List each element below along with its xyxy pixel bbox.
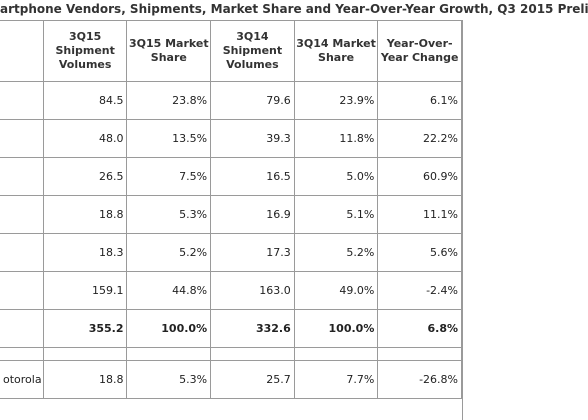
cell-3q15-share: 5.3% xyxy=(126,360,212,399)
shipments-table: 3Q15 Shipment Volumes 3Q15 Market Share … xyxy=(0,20,462,399)
cell-yoy-change: 5.6% xyxy=(377,233,462,272)
cell-3q14-volume: 16.9 xyxy=(210,195,295,234)
cell-3q14-volume: 17.3 xyxy=(210,233,295,272)
header-vendor xyxy=(0,20,44,82)
spacer-row xyxy=(0,347,462,361)
spacer-cell xyxy=(377,347,462,361)
cell-3q15-share: 44.8% xyxy=(126,271,212,310)
table-row: 84.5 23.8% 79.6 23.9% 6.1% xyxy=(0,81,462,120)
cell-3q15-share: 23.8% xyxy=(126,81,212,120)
cell-3q14-volume: 39.3 xyxy=(210,119,295,158)
vendor-cell xyxy=(0,81,44,120)
vendor-cell: otorola xyxy=(0,360,44,399)
cell-3q15-volume: 48.0 xyxy=(42,119,128,158)
table-row: 159.1 44.8% 163.0 49.0% -2.4% xyxy=(0,271,462,310)
cell-3q15-share: 13.5% xyxy=(126,119,212,158)
cell-3q14-volume: 16.5 xyxy=(210,157,295,196)
vendor-cell xyxy=(0,119,44,158)
cell-3q15-share: 7.5% xyxy=(126,157,212,196)
cell-yoy-change: 22.2% xyxy=(377,119,462,158)
vendor-cell xyxy=(0,233,44,272)
cell-3q15-volume: 18.8 xyxy=(42,360,128,399)
table-row: 48.0 13.5% 39.3 11.8% 22.2% xyxy=(0,119,462,158)
header-row: 3Q15 Shipment Volumes 3Q15 Market Share … xyxy=(0,20,462,82)
cell-3q15-volume: 159.1 xyxy=(42,271,128,310)
spacer-cell xyxy=(126,347,212,361)
spacer-cell xyxy=(42,347,128,361)
table-right-border xyxy=(462,20,463,420)
vendor-cell xyxy=(0,157,44,196)
header-3q15-share: 3Q15 Market Share xyxy=(126,20,212,82)
header-3q14-share: 3Q14 Market Share xyxy=(293,20,379,82)
spacer-cell xyxy=(210,347,295,361)
cell-yoy-change: -26.8% xyxy=(377,360,462,399)
cell-3q14-share: 5.0% xyxy=(293,157,379,196)
cell-3q15-share: 5.3% xyxy=(126,195,212,234)
cell-3q14-volume: 79.6 xyxy=(210,81,295,120)
cell-3q14-volume: 25.7 xyxy=(210,360,295,399)
cell-3q15-volume: 18.8 xyxy=(42,195,128,234)
cell-3q14-share: 5.2% xyxy=(293,233,379,272)
header-3q15-volumes: 3Q15 Shipment Volumes xyxy=(42,20,128,82)
cell-3q15-volume: 84.5 xyxy=(42,81,128,120)
spacer-cell xyxy=(293,347,379,361)
table-row: 18.8 5.3% 16.9 5.1% 11.1% xyxy=(0,195,462,234)
total-row: 355.2 100.0% 332.6 100.0% 6.8% xyxy=(0,309,462,348)
cell-3q15-share: 5.2% xyxy=(126,233,212,272)
cell-yoy-change: 6.1% xyxy=(377,81,462,120)
header-yoy-change: Year-Over-Year Change xyxy=(377,20,462,82)
cell-3q14-volume: 163.0 xyxy=(210,271,295,310)
vendor-cell xyxy=(0,195,44,234)
cell-3q14-share: 5.1% xyxy=(293,195,379,234)
spacer-cell xyxy=(0,347,44,361)
cell-3q14-share: 11.8% xyxy=(293,119,379,158)
table-row: otorola 18.8 5.3% 25.7 7.7% -26.8% xyxy=(0,360,462,399)
cell-3q14-volume: 332.6 xyxy=(210,309,295,348)
cell-yoy-change: 11.1% xyxy=(377,195,462,234)
cell-3q14-share: 7.7% xyxy=(293,360,379,399)
cell-yoy-change: 60.9% xyxy=(377,157,462,196)
table-row: 18.3 5.2% 17.3 5.2% 5.6% xyxy=(0,233,462,272)
cell-3q15-volume: 26.5 xyxy=(42,157,128,196)
cell-3q15-volume: 355.2 xyxy=(42,309,128,348)
cell-3q14-share: 49.0% xyxy=(293,271,379,310)
table-title: artphone Vendors, Shipments, Market Shar… xyxy=(0,2,588,16)
cell-3q14-share: 23.9% xyxy=(293,81,379,120)
cell-yoy-change: -2.4% xyxy=(377,271,462,310)
cell-3q15-volume: 18.3 xyxy=(42,233,128,272)
cell-yoy-change: 6.8% xyxy=(377,309,462,348)
vendor-cell xyxy=(0,271,44,310)
header-3q14-volumes: 3Q14 Shipment Volumes xyxy=(210,20,295,82)
table-row: 26.5 7.5% 16.5 5.0% 60.9% xyxy=(0,157,462,196)
cell-3q15-share: 100.0% xyxy=(126,309,212,348)
vendor-cell xyxy=(0,309,44,348)
cell-3q14-share: 100.0% xyxy=(293,309,379,348)
